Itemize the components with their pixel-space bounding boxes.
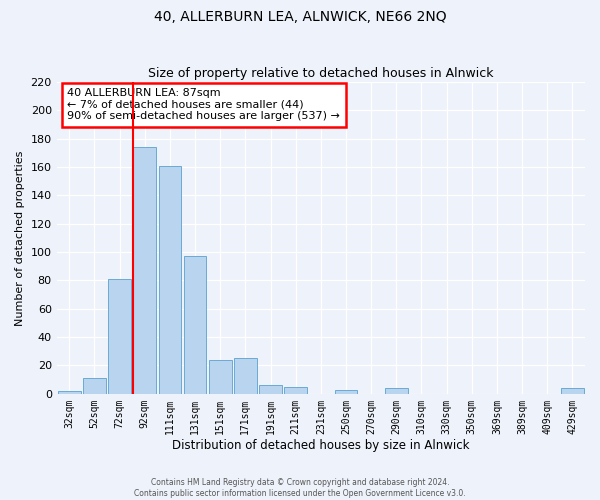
X-axis label: Distribution of detached houses by size in Alnwick: Distribution of detached houses by size … xyxy=(172,440,470,452)
Bar xyxy=(58,391,80,394)
Text: 40 ALLERBURN LEA: 87sqm
← 7% of detached houses are smaller (44)
90% of semi-det: 40 ALLERBURN LEA: 87sqm ← 7% of detached… xyxy=(67,88,340,122)
Bar xyxy=(158,166,181,394)
Bar xyxy=(385,388,407,394)
Text: 40, ALLERBURN LEA, ALNWICK, NE66 2NQ: 40, ALLERBURN LEA, ALNWICK, NE66 2NQ xyxy=(154,10,446,24)
Bar xyxy=(561,388,584,394)
Bar xyxy=(335,390,358,394)
Text: Contains HM Land Registry data © Crown copyright and database right 2024.
Contai: Contains HM Land Registry data © Crown c… xyxy=(134,478,466,498)
Bar xyxy=(259,386,282,394)
Bar xyxy=(108,279,131,394)
Bar xyxy=(133,147,156,394)
Bar xyxy=(284,386,307,394)
Title: Size of property relative to detached houses in Alnwick: Size of property relative to detached ho… xyxy=(148,66,494,80)
Y-axis label: Number of detached properties: Number of detached properties xyxy=(15,150,25,326)
Bar xyxy=(184,256,206,394)
Bar xyxy=(83,378,106,394)
Bar xyxy=(234,358,257,394)
Bar xyxy=(209,360,232,394)
